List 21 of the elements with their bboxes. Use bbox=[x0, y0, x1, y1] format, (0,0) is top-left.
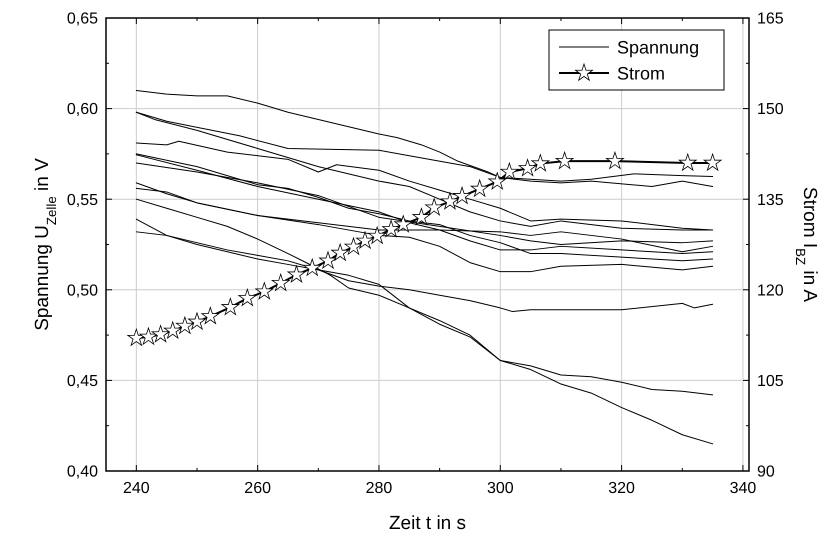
y2-tick-label: 120 bbox=[757, 282, 784, 300]
legend-label: Spannung bbox=[617, 37, 700, 58]
y2-tick-label: 135 bbox=[757, 192, 784, 209]
x-tick-label: 260 bbox=[244, 480, 272, 497]
y2-tick-label: 150 bbox=[757, 101, 784, 118]
x-tick-label: 340 bbox=[730, 480, 756, 497]
y2-tick-label: 165 bbox=[757, 10, 784, 28]
y-tick-label: 0,45 bbox=[66, 373, 98, 390]
y-tick-label: 0,55 bbox=[66, 192, 98, 209]
y-tick-label: 0,65 bbox=[66, 10, 98, 28]
legend-label: Strom bbox=[617, 63, 666, 84]
x-tick-label: 280 bbox=[366, 480, 392, 497]
y2-tick-label: 90 bbox=[757, 464, 775, 481]
x-tick-label: 320 bbox=[608, 480, 636, 497]
y2-tick-label: 105 bbox=[757, 373, 784, 390]
x-tick-label: 300 bbox=[486, 480, 514, 497]
x-tick-label: 240 bbox=[122, 480, 150, 497]
y-tick-label: 0,50 bbox=[66, 282, 98, 300]
y-tick-label: 0,40 bbox=[66, 464, 98, 481]
y-tick-label: 0,60 bbox=[66, 101, 98, 118]
x-axis-title: Zeit t in s bbox=[388, 513, 466, 534]
